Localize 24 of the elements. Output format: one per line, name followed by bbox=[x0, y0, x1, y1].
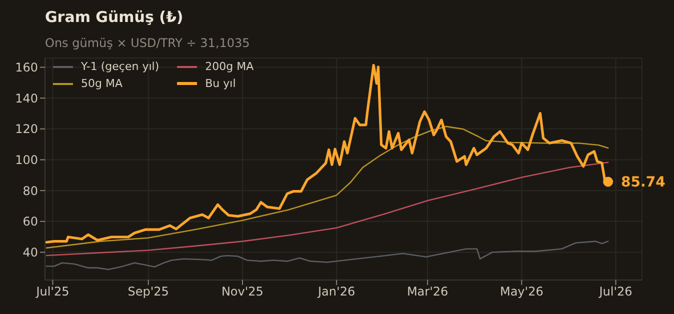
x-tick-label: Mar'26 bbox=[406, 284, 448, 299]
legend-label: Bu yıl bbox=[205, 77, 236, 90]
x-tick-label: Sep'25 bbox=[128, 284, 169, 299]
legend-label: 50g MA bbox=[81, 77, 122, 90]
line-series bbox=[46, 240, 609, 270]
legend-label: Y-1 (geçen yıl) bbox=[81, 60, 160, 73]
annotation: 85.74 bbox=[621, 174, 666, 191]
y-tick-label: 40 bbox=[22, 246, 38, 260]
line-series bbox=[46, 126, 609, 249]
x-tick-label: Jul'25 bbox=[35, 284, 70, 299]
x-tick-label: Jul'26 bbox=[598, 284, 632, 299]
x-tick-label: May'26 bbox=[500, 284, 544, 299]
y-tick-label: 120 bbox=[15, 122, 38, 136]
y-tick-label: 80 bbox=[22, 184, 38, 198]
x-tick-label: Jan'26 bbox=[317, 284, 356, 299]
legend-label: 200g MA bbox=[205, 60, 254, 73]
x-tick-label: Nov'25 bbox=[221, 284, 264, 299]
y-tick-label: 160 bbox=[15, 60, 38, 75]
chart-title: Gram Gümüş (₺) bbox=[45, 8, 184, 26]
y-tick-label: 60 bbox=[22, 214, 38, 229]
y-tick-label: 100 bbox=[15, 153, 38, 168]
line-series bbox=[46, 162, 609, 256]
y-tick-label: 140 bbox=[15, 91, 38, 106]
chart-subtitle: Ons gümüş × USD/TRY ÷ 31,1035 bbox=[45, 36, 250, 50]
